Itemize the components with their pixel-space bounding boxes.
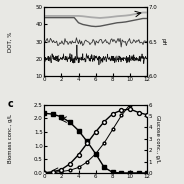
Y-axis label: Biomass conc., g/L: Biomass conc., g/L	[8, 114, 13, 163]
Y-axis label: pH: pH	[160, 38, 165, 45]
Y-axis label: DOT, %: DOT, %	[8, 31, 13, 52]
Text: c: c	[8, 99, 14, 109]
Y-axis label: Glucose conc., g/L: Glucose conc., g/L	[155, 115, 160, 162]
